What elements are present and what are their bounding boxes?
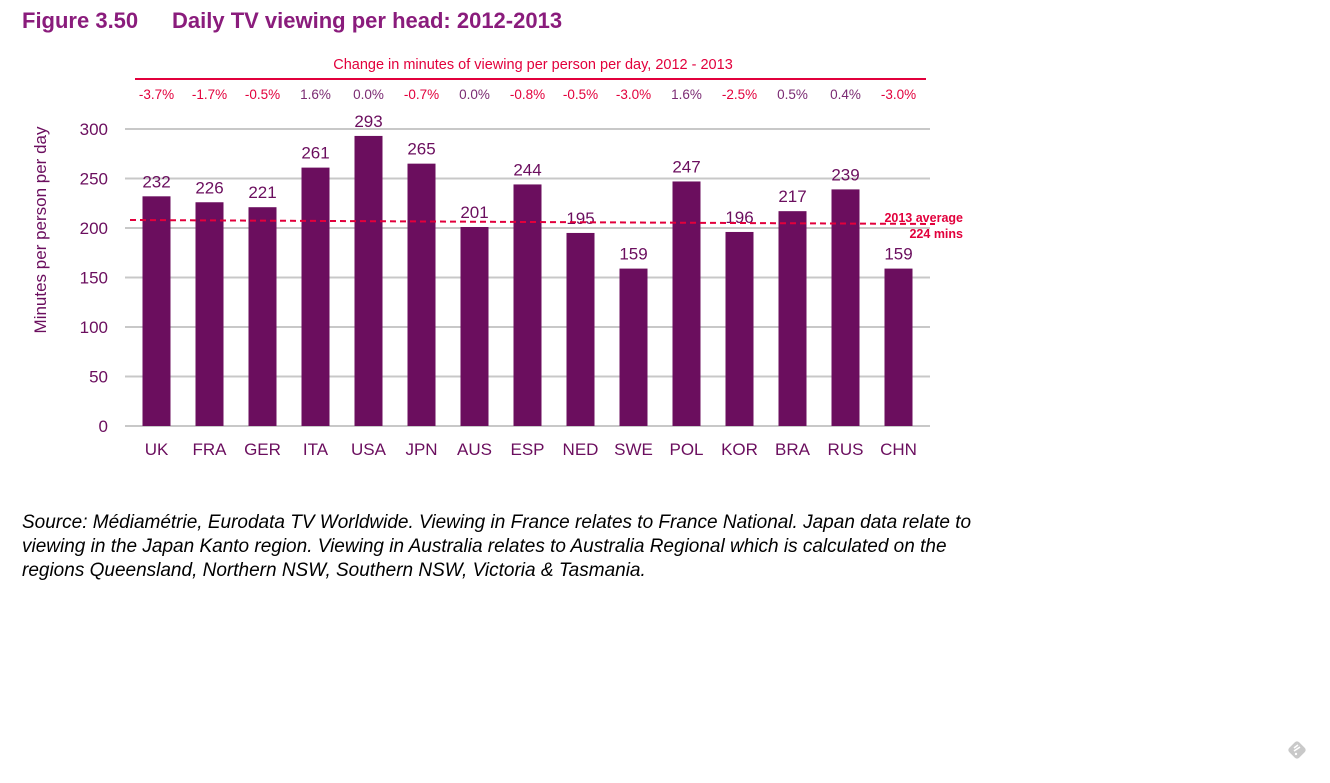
x-tick-label: USA [351, 440, 387, 459]
feedback-icon[interactable] [1286, 739, 1308, 761]
figure-title-text: Daily TV viewing per head: 2012-2013 [172, 8, 563, 33]
change-label: 1.6% [300, 87, 331, 102]
change-label: -3.0% [881, 87, 916, 102]
x-tick-label: ESP [510, 440, 544, 459]
change-label: -0.5% [563, 87, 598, 102]
x-tick-label: UK [145, 440, 169, 459]
change-label: 0.0% [459, 87, 490, 102]
bar [619, 268, 648, 426]
bar [725, 231, 754, 426]
change-label: 1.6% [671, 87, 702, 102]
value-label: 247 [672, 157, 700, 176]
value-label: 159 [884, 245, 912, 264]
bar [778, 211, 807, 426]
bar [407, 163, 436, 426]
x-tick-label: BRA [775, 440, 811, 459]
x-tick-label: KOR [721, 440, 758, 459]
value-label: 221 [248, 183, 276, 202]
change-label: -0.8% [510, 87, 545, 102]
y-tick-label: 250 [80, 170, 108, 189]
value-label: 293 [354, 112, 382, 131]
value-label: 196 [725, 208, 753, 227]
average-line [129, 219, 936, 225]
value-label: 159 [619, 245, 647, 264]
y-axis-label: Minutes per person per day [31, 126, 50, 333]
y-tick-label: 0 [99, 417, 108, 436]
value-label: 265 [407, 140, 435, 159]
bar [566, 232, 595, 426]
x-tick-label: POL [669, 440, 703, 459]
value-labels: 232 226 221 261 293 265 201 244 195 159 247 196 217 2… [142, 112, 912, 264]
bar [831, 189, 860, 426]
value-label: 195 [566, 209, 594, 228]
change-labels: -3.7% -1.7% -0.5% 1.6% 0.0% -0.7% 0.0% -0.8% -0.… [139, 87, 916, 102]
x-tick-labels: UK FRA GER ITA USA JPN AUS ESP NED SWE POL KOR BRA RU… [145, 440, 917, 459]
change-label: -2.5% [722, 87, 757, 102]
bar [301, 167, 330, 427]
bar [354, 135, 383, 426]
figure-title: Figure 3.50 Daily TV viewing per head: 20… [22, 8, 562, 34]
average-label: 2013 average [884, 211, 963, 225]
bar [248, 207, 277, 426]
y-tick-label: 200 [80, 219, 108, 238]
bar [884, 268, 913, 426]
bar-chart: Change in minutes of viewing per person … [31, 57, 963, 459]
y-tick-label: 100 [80, 318, 108, 337]
change-label: 0.0% [353, 87, 384, 102]
figure-number: Figure 3.50 [22, 8, 139, 33]
change-label: 0.4% [830, 87, 861, 102]
value-label: 201 [460, 203, 488, 222]
change-label: -1.7% [192, 87, 227, 102]
x-tick-label: SWE [614, 440, 653, 459]
change-label: -0.7% [404, 87, 439, 102]
x-tick-label: AUS [457, 440, 492, 459]
x-tick-label: CHN [880, 440, 917, 459]
bar [672, 181, 701, 426]
change-header: Change in minutes of viewing per person … [333, 57, 733, 73]
y-tick-label: 300 [80, 120, 108, 139]
x-tick-label: ITA [303, 440, 329, 459]
value-label: 239 [831, 165, 859, 184]
value-label: 226 [195, 178, 223, 197]
value-label: 217 [778, 187, 806, 206]
bar [195, 202, 224, 426]
bar [142, 196, 171, 426]
value-label: 232 [142, 172, 170, 191]
change-label: 0.5% [777, 87, 808, 102]
x-tick-label: RUS [828, 440, 864, 459]
x-tick-label: GER [244, 440, 281, 459]
average-value-label: 224 mins [909, 227, 963, 241]
change-label: -0.5% [245, 87, 280, 102]
y-tick-label: 50 [89, 368, 108, 387]
y-tick-label: 150 [80, 269, 108, 288]
bar [460, 227, 489, 426]
y-tick-labels: 0 50 100 150 200 250 300 [80, 120, 108, 436]
bars [142, 135, 913, 427]
change-label: -3.0% [616, 87, 651, 102]
x-tick-label: JPN [405, 440, 437, 459]
value-label: 261 [301, 144, 329, 163]
change-label: -3.7% [139, 87, 174, 102]
source-note: Source: Médiamétrie, Eurodata TV Worldwi… [22, 512, 972, 581]
bar [513, 184, 542, 426]
value-label: 244 [513, 160, 541, 179]
x-tick-label: NED [563, 440, 599, 459]
x-tick-label: FRA [193, 440, 228, 459]
